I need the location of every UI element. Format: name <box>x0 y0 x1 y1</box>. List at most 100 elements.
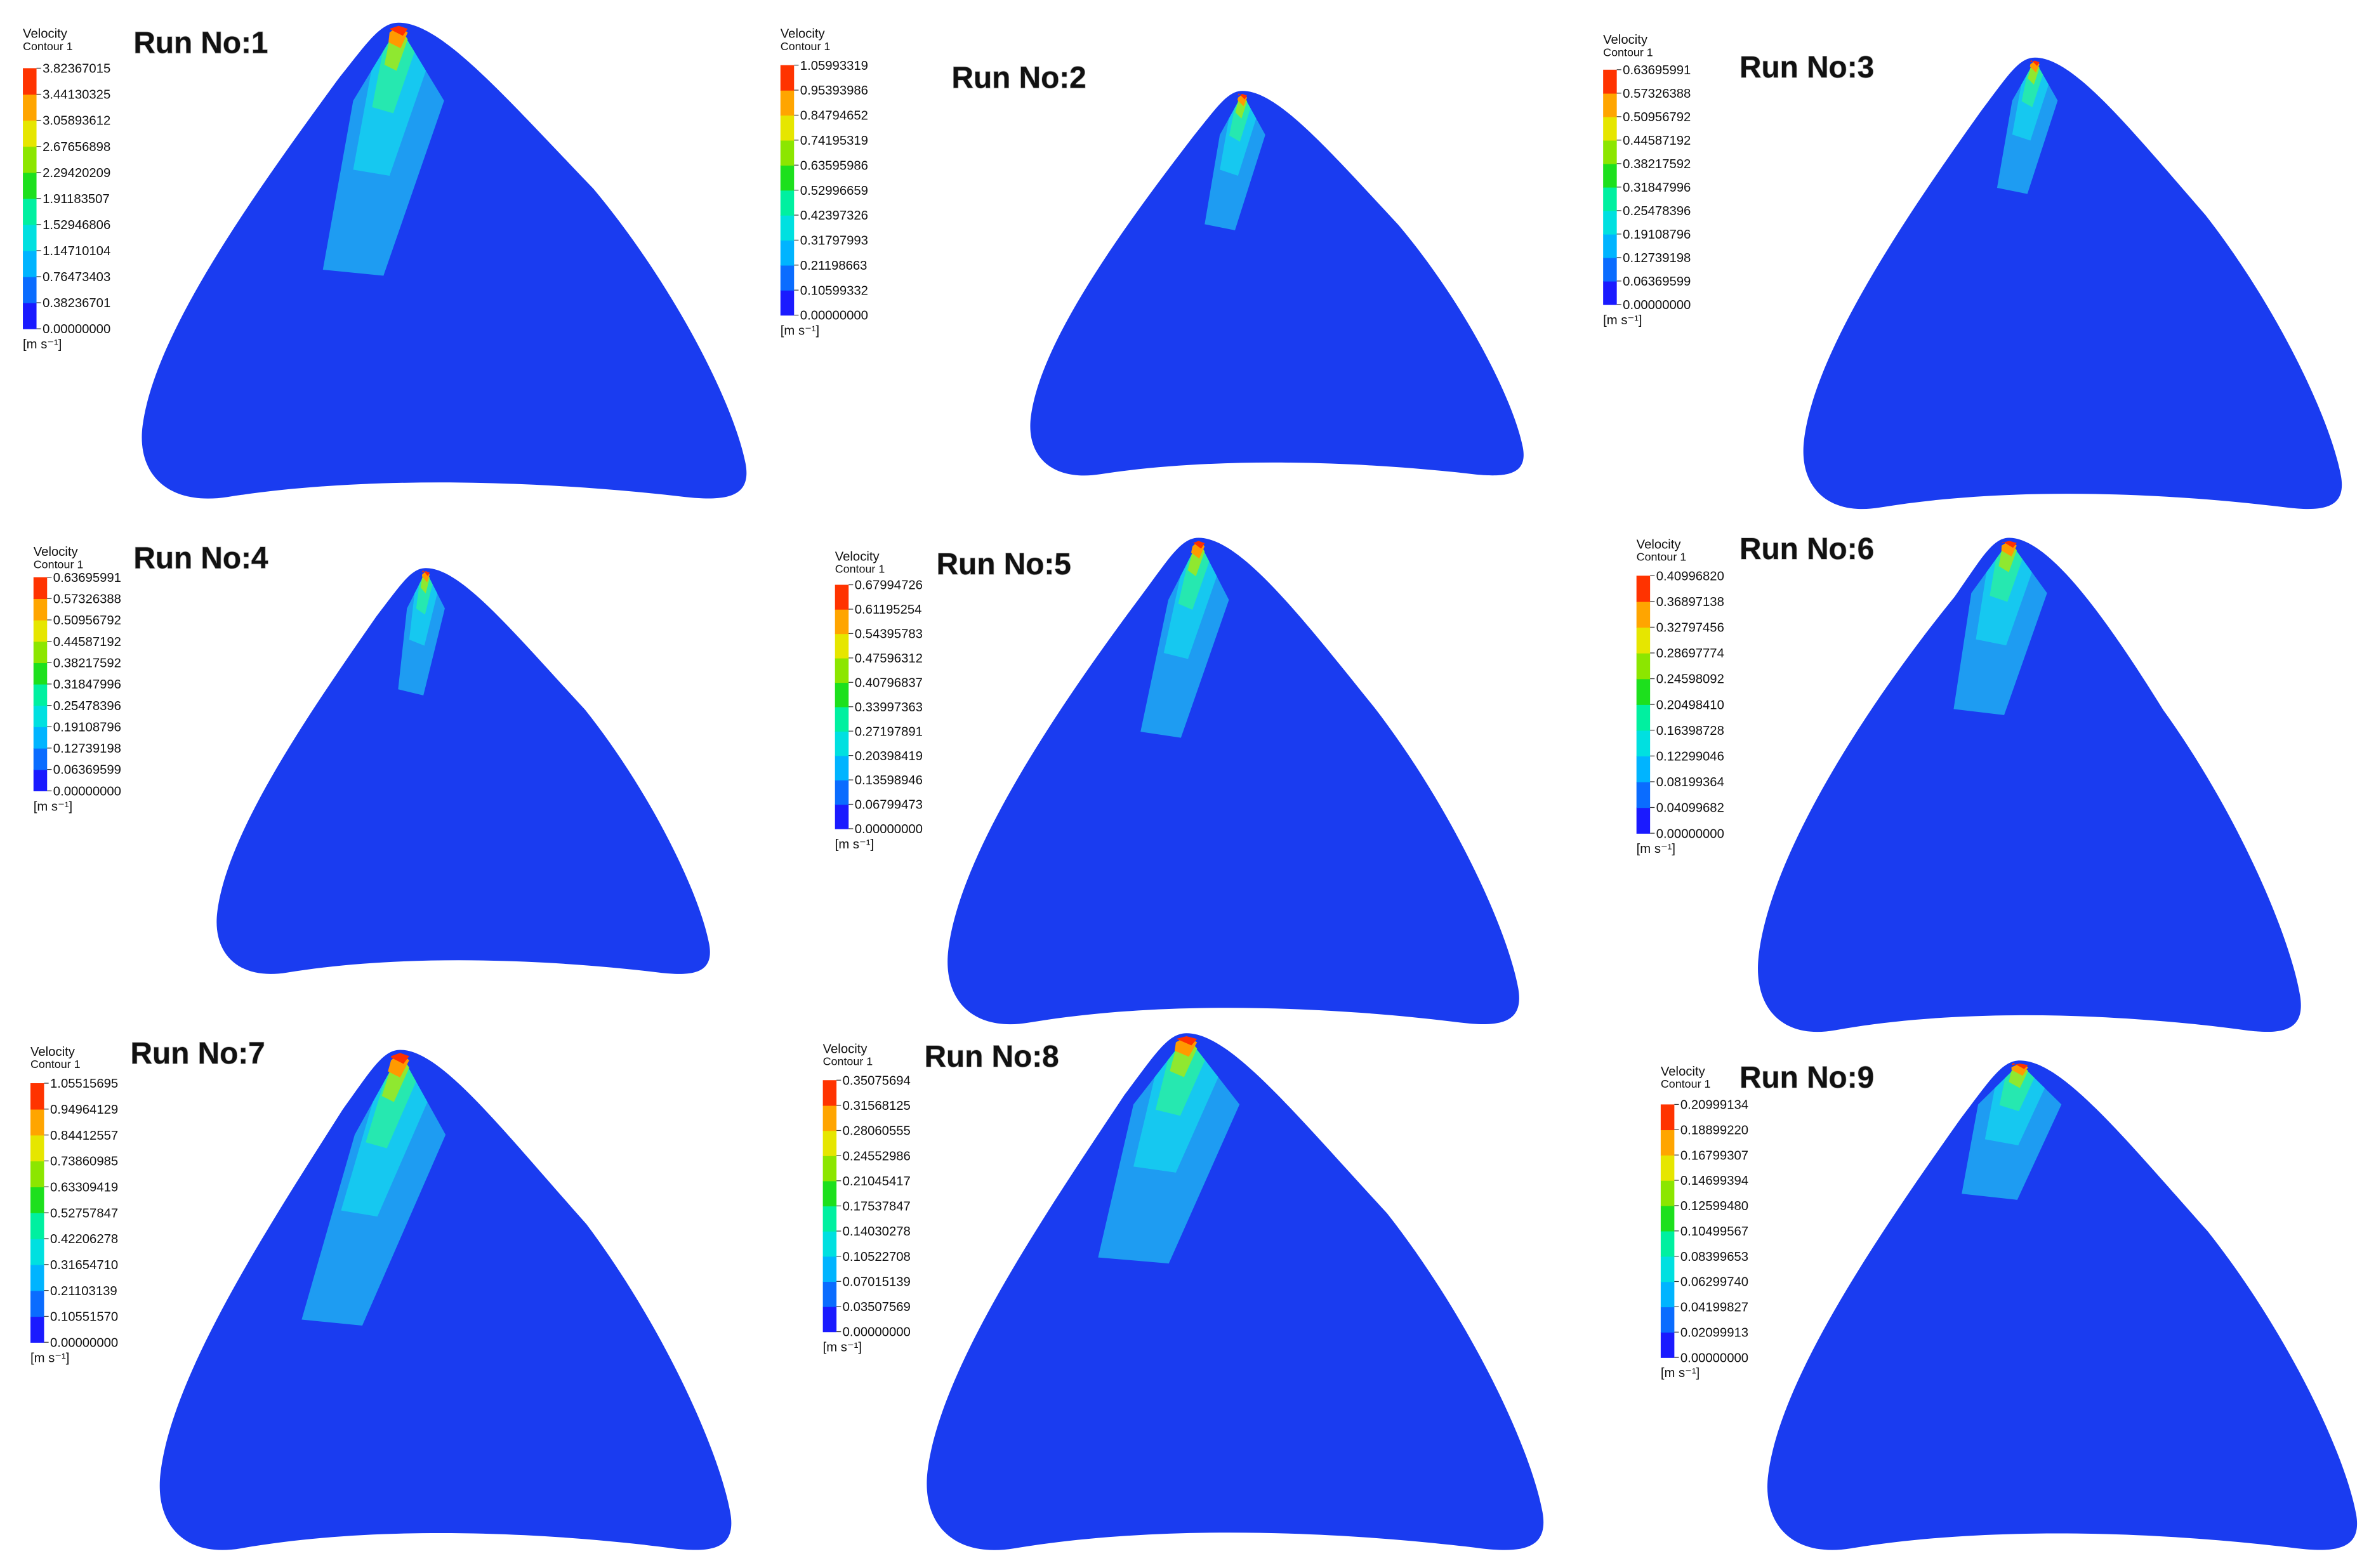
run-title: Run No:4 <box>133 541 268 575</box>
legend-unit: [m s⁻¹] <box>1603 313 1642 327</box>
legend-label: 0.24598092 <box>1656 673 1724 687</box>
velocity-plume <box>389 25 408 36</box>
colorbar-band <box>1660 1180 1675 1206</box>
colorbar-band <box>30 1187 44 1213</box>
colorbar-band <box>822 1206 837 1232</box>
contour-domain <box>927 1033 1544 1550</box>
legend-subtitle: Contour 1 <box>823 1055 873 1067</box>
legend-label: 0.12299046 <box>1656 749 1724 763</box>
colorbar-band <box>1603 93 1617 117</box>
legend-label: 0.13598946 <box>855 774 923 787</box>
legend-label: 0.19108796 <box>1623 228 1691 242</box>
colorbar-band <box>780 290 795 316</box>
legend-subtitle: Contour 1 <box>781 40 831 53</box>
legend-label: 3.82367015 <box>43 62 110 76</box>
legend-label: 0.42397326 <box>800 209 868 223</box>
colorbar-band <box>30 1083 44 1110</box>
colorbar-band <box>33 769 48 791</box>
legend-label: 0.16799307 <box>1680 1149 1748 1163</box>
run-title: Run No:3 <box>1739 51 1874 84</box>
contour-domain <box>1030 91 1524 476</box>
legend-title: Velocity <box>34 545 79 559</box>
legend-label: 0.74195319 <box>800 134 868 148</box>
colorbar-band <box>822 1281 837 1307</box>
colorbar-band <box>1636 756 1651 782</box>
legend-title: Velocity <box>1637 537 1682 551</box>
colorbar-band <box>33 705 48 727</box>
legend-label: 0.14030278 <box>843 1225 911 1239</box>
colorbar-band <box>1636 807 1651 834</box>
legend-label: 0.57326388 <box>1623 87 1691 101</box>
legend-label: 0.04199827 <box>1680 1301 1748 1315</box>
legend-label: 0.33997363 <box>855 701 923 715</box>
legend-label: 0.08199364 <box>1656 775 1724 789</box>
colorbar-band <box>835 682 849 708</box>
legend-label: 0.20498410 <box>1656 698 1724 712</box>
legend-label: 0.27197891 <box>855 725 923 739</box>
colorbar-band <box>1603 210 1617 235</box>
legend-label: 0.06369599 <box>1623 275 1691 289</box>
legend-label: 0.57326388 <box>53 592 121 606</box>
colorbar-band <box>30 1238 44 1265</box>
colorbar-band <box>1636 730 1651 757</box>
colorbar-band <box>835 804 849 829</box>
colorbar-band <box>780 65 795 91</box>
legend-label: 0.50956792 <box>53 614 121 628</box>
colorbar-band <box>33 619 48 642</box>
colorbar-band <box>780 165 795 191</box>
legend-label: 0.00000000 <box>855 822 923 836</box>
legend-label: 0.40796837 <box>855 676 923 690</box>
legend-subtitle: Contour 1 <box>1637 550 1687 563</box>
colorbar-band <box>780 190 795 216</box>
legend-label: 0.76473403 <box>43 270 110 284</box>
legend-label: 0.08399653 <box>1680 1250 1748 1264</box>
legend-label: 0.36897138 <box>1656 595 1724 609</box>
colorbar-band <box>23 146 37 173</box>
colorbar-band <box>822 1080 837 1106</box>
run-title: Run No:1 <box>133 27 268 60</box>
colorbar-band <box>780 115 795 141</box>
colorbar-band <box>23 94 37 121</box>
colorbar-band <box>1660 1332 1675 1358</box>
colorbar-band <box>33 748 48 770</box>
run-title: Run No:9 <box>1739 1061 1874 1095</box>
colorbar-band <box>780 265 795 291</box>
legend-label: 0.25478396 <box>1623 204 1691 218</box>
legend-label: 0.31797993 <box>800 234 868 248</box>
legend-label: 0.63309419 <box>50 1180 118 1194</box>
colorbar-band <box>1660 1256 1675 1282</box>
colorbar-band <box>23 250 37 277</box>
colorbar-band <box>1660 1307 1675 1333</box>
legend-label: 0.31847996 <box>53 678 121 692</box>
colorbar-band <box>23 68 37 95</box>
legend-label: 2.67656898 <box>43 140 110 154</box>
velocity-plume <box>1238 93 1248 100</box>
legend-label: 0.20999134 <box>1680 1098 1748 1112</box>
legend-label: 0.10522708 <box>843 1250 911 1264</box>
legend-unit: [m s⁻¹] <box>1661 1366 1700 1380</box>
legend-label: 1.14710104 <box>43 244 110 258</box>
colorbar-band <box>23 303 37 329</box>
colorbar-band <box>835 584 849 610</box>
legend-label: 0.00000000 <box>800 309 868 323</box>
colorbar-band <box>835 609 849 635</box>
colorbar-band <box>33 598 48 621</box>
colorbar-band <box>23 224 37 251</box>
colorbar-band <box>30 1109 44 1136</box>
legend-subtitle: Contour 1 <box>30 1058 81 1071</box>
legend-label: 0.44587192 <box>1623 134 1691 148</box>
colorbar-band <box>30 1316 44 1343</box>
legend-label: 0.73860985 <box>50 1155 118 1169</box>
legend-label: 0.21045417 <box>843 1175 911 1189</box>
legend-label: 0.31847996 <box>1623 181 1691 195</box>
legend-label: 0.00000000 <box>53 784 121 798</box>
colorbar-band <box>835 657 849 683</box>
contour-domain <box>1758 537 2301 1032</box>
colorbar-band <box>23 172 37 199</box>
legend-label: 0.07015139 <box>843 1275 911 1289</box>
legend-label: 0.12739198 <box>53 742 121 756</box>
